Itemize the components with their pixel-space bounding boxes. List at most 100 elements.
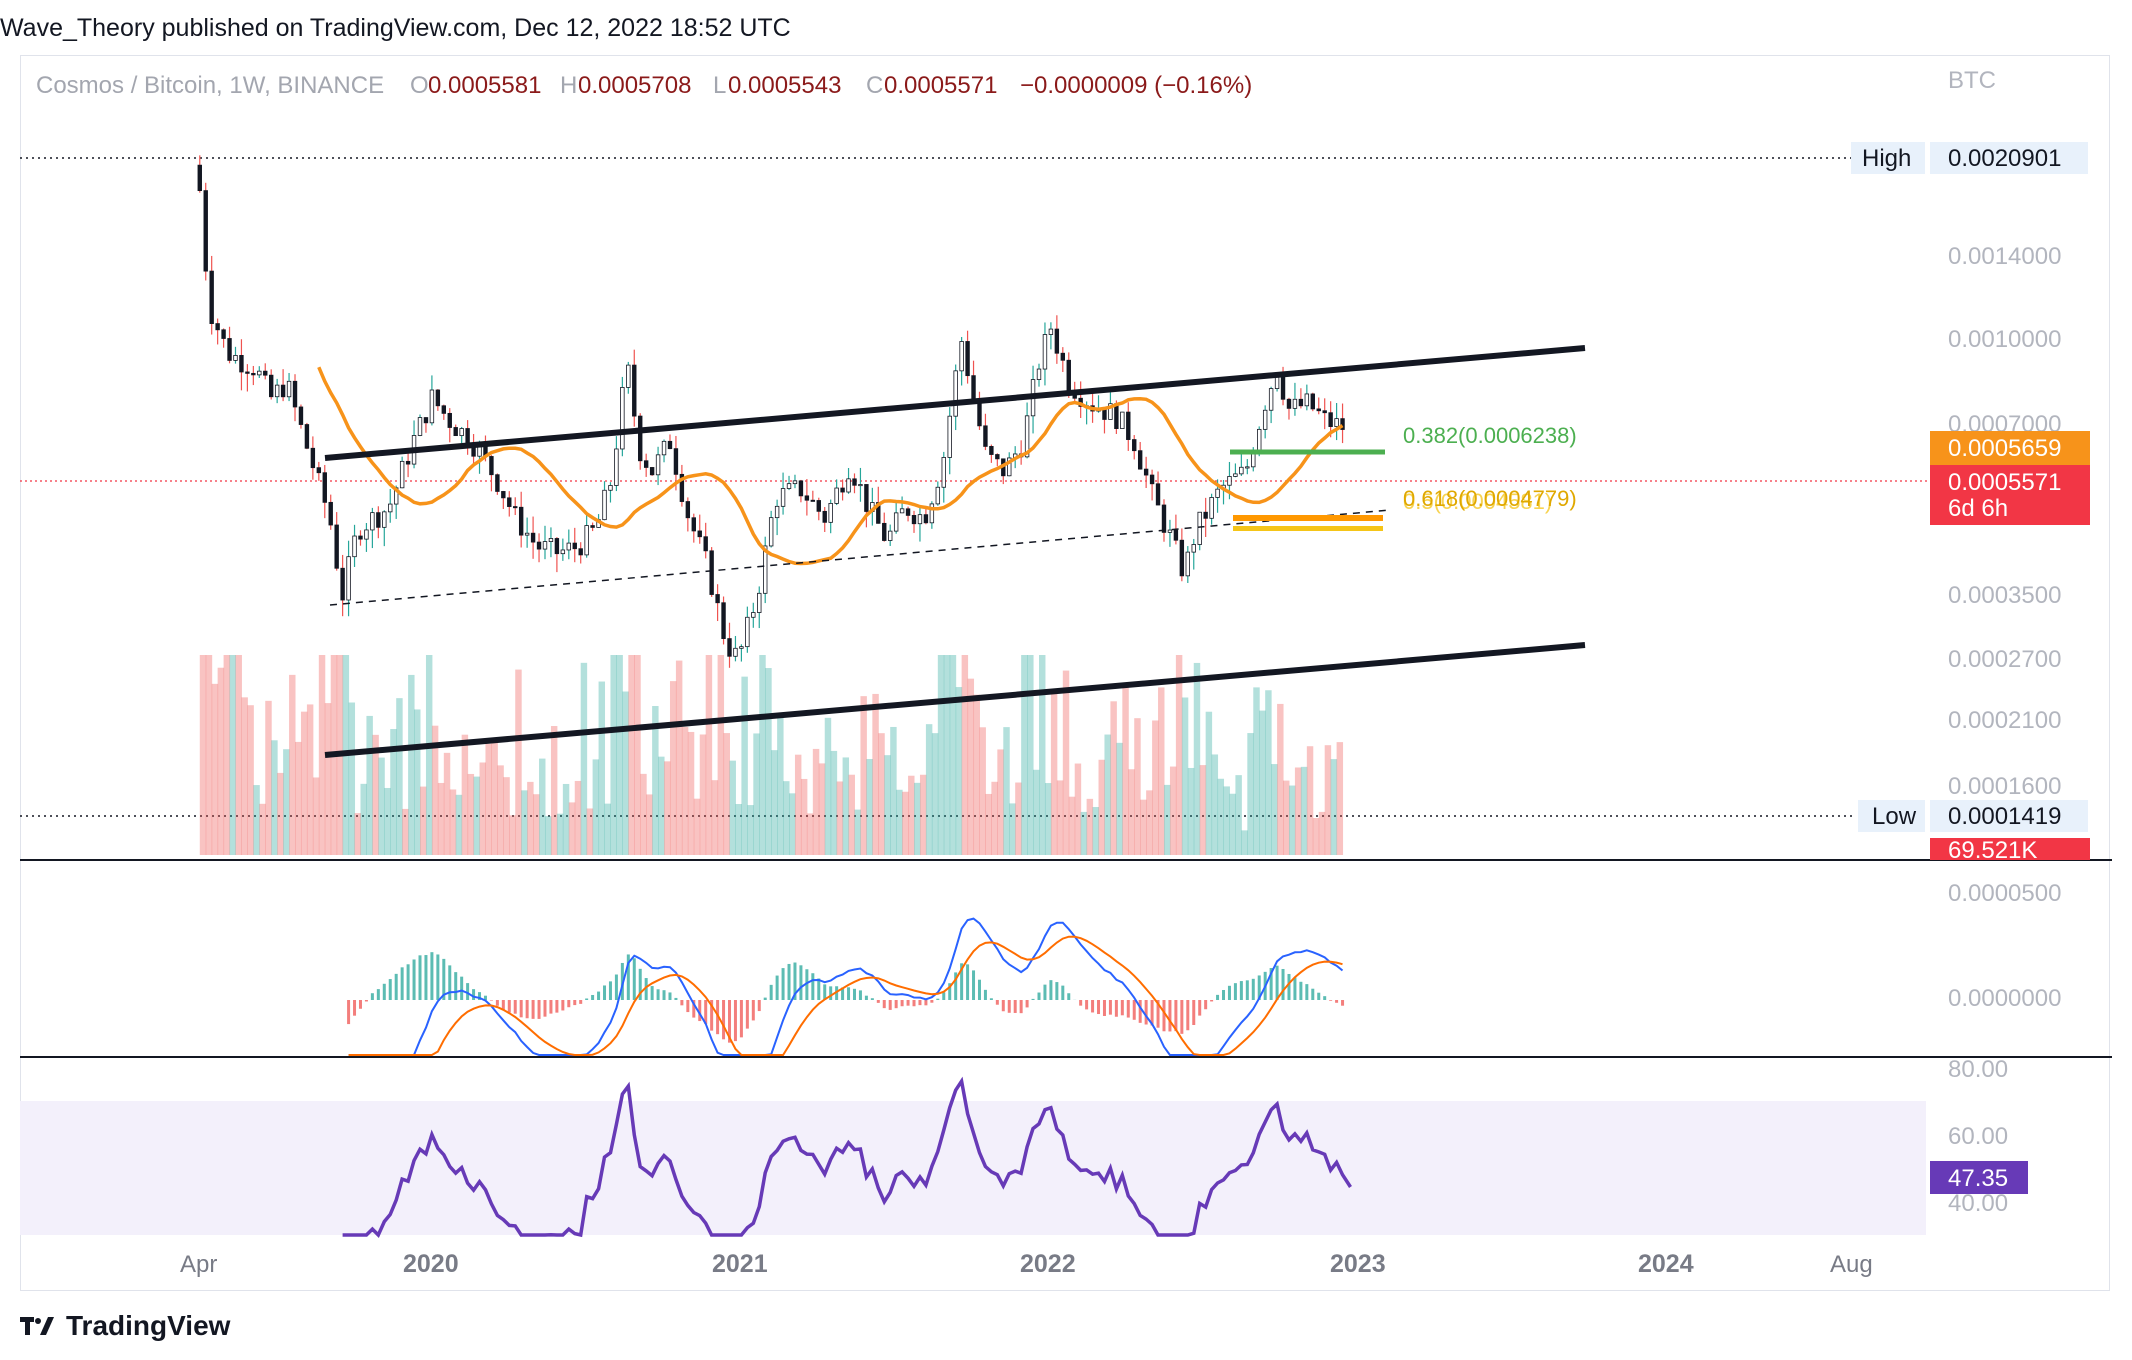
rsi-tick-0: 80.00 [1948, 1056, 2008, 1083]
macd-hist-bar [543, 1000, 547, 1017]
candle-body [245, 371, 250, 374]
macd-hist-bar [662, 990, 666, 1000]
candle-body [221, 329, 226, 339]
volume-bar [705, 655, 713, 855]
candle-body [1024, 415, 1030, 458]
candle-body [1108, 403, 1113, 420]
macd-hist-bar [347, 1000, 351, 1025]
macd-hist-bar [370, 993, 374, 1000]
candle-body [995, 454, 1000, 460]
candle-body [423, 417, 429, 424]
macd-hist-bar [1007, 1000, 1011, 1013]
time-label-4: 2023 [1330, 1250, 1386, 1278]
macd-hist-bar [680, 1000, 684, 1006]
candle-body [1161, 504, 1167, 533]
candle-body [578, 548, 583, 556]
volume-bar [1175, 655, 1183, 855]
volume-bar [497, 765, 504, 855]
candle-body [971, 375, 976, 400]
macd-hist-bar [811, 973, 815, 1000]
candle-body [358, 535, 363, 540]
volume-bar [300, 711, 308, 855]
macd-hist-bar [733, 1000, 737, 1042]
volume-bar [1283, 780, 1290, 855]
fib-618-label: 0.618(0.0004779) [1403, 486, 1577, 511]
candle-body [679, 473, 685, 502]
channel-lower-line[interactable] [324, 642, 1586, 758]
macd-hist-bar [1156, 1000, 1160, 1028]
volume-bar [562, 783, 570, 855]
rsi-tick-1: 60.00 [1948, 1123, 2008, 1150]
macd-hist-bar [1043, 984, 1047, 1000]
volume-bar [1271, 764, 1278, 855]
legend-close-value: 0.0005571 [884, 72, 997, 99]
volume-bar [431, 725, 439, 855]
macd-hist-bar [394, 973, 398, 1000]
macd-hist-bar [977, 979, 981, 1000]
ma-value-box [1930, 431, 2090, 465]
candle-body [893, 512, 899, 532]
macd-hist-bar [686, 1000, 690, 1013]
macd-hist-bar [924, 1000, 928, 1006]
macd-hist-bar [454, 972, 458, 1000]
volume-bar [669, 681, 677, 855]
fib-618-line[interactable] [1233, 515, 1383, 521]
volume-bar [235, 655, 242, 855]
macd-hist-bar [1317, 992, 1321, 1000]
volume-bar [408, 674, 415, 855]
candle-body [370, 512, 375, 531]
channel-midline[interactable] [329, 509, 1391, 606]
volume-bar [1015, 782, 1022, 855]
candle-body [495, 474, 500, 492]
candle-body [1066, 359, 1071, 392]
macd-hist-bar [781, 968, 785, 1000]
candle-body [441, 405, 447, 414]
volume-bar [1324, 745, 1332, 855]
chart-frame[interactable] [20, 55, 2110, 1291]
channel-upper-line[interactable] [324, 345, 1586, 461]
macd-hist-bar [614, 974, 618, 1000]
candle-body [953, 370, 958, 417]
volume-bar [1116, 742, 1123, 855]
macd-hist-bar [448, 965, 452, 1000]
volume-bar [646, 794, 653, 855]
candle-body [1102, 409, 1107, 420]
volume-bar [1009, 803, 1016, 855]
rsi-value-box [1930, 1161, 2028, 1194]
candle-body [1185, 551, 1190, 577]
candle-body [745, 616, 750, 648]
macd-hist-bar [1085, 1000, 1089, 1010]
candle-body [917, 514, 923, 525]
volume-bar [640, 773, 647, 855]
volume-bar [1128, 769, 1135, 855]
price-tick-3: 0.0003500 [1948, 582, 2061, 609]
volume-bar [1300, 766, 1308, 855]
macd-hist-bar [1049, 980, 1053, 1000]
fib-382-label: 0.382(0.0006238) [1403, 423, 1577, 448]
volume-bar [1241, 830, 1248, 855]
candle-body [1274, 376, 1280, 389]
macd-hist-bar [1222, 989, 1226, 1000]
volume-bar [318, 655, 326, 855]
tradingview-footer[interactable]: TradingView [20, 1310, 230, 1342]
volume-bar [741, 676, 748, 855]
candle-body [1173, 529, 1179, 541]
macd-hist-bar [430, 952, 434, 1000]
volume-bar [598, 681, 606, 855]
volume-bar [777, 715, 784, 855]
legend-high-value: 0.0005708 [578, 72, 691, 99]
candle-body [638, 415, 643, 462]
macd-hist-bar [1108, 1000, 1112, 1015]
candle-body [1322, 410, 1327, 414]
fib-05-line[interactable] [1233, 526, 1383, 531]
volume-bar [1169, 766, 1177, 855]
volume-bar [1021, 655, 1028, 855]
candle-body [1316, 408, 1321, 412]
candle-body [798, 480, 804, 497]
volume-bar [860, 696, 867, 855]
volume-bar [211, 683, 219, 855]
candle-body [1262, 409, 1268, 430]
macd-hist-bar [1251, 978, 1255, 1000]
moving-average-line [317, 366, 1344, 566]
